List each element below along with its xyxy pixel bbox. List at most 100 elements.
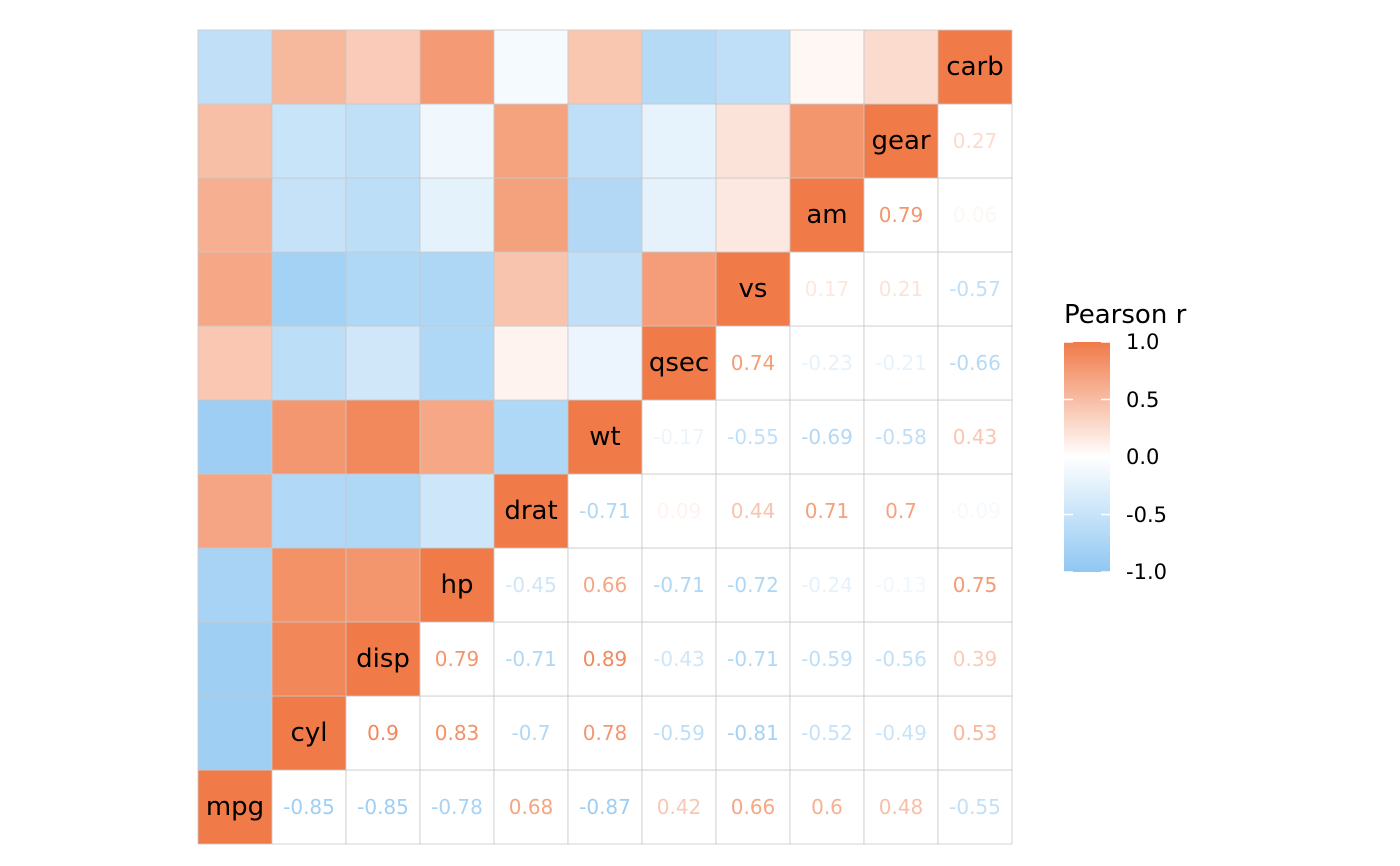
tile-carb-qsec xyxy=(641,29,717,105)
tile-wt-mpg xyxy=(197,399,273,475)
label-cell-vs-carb xyxy=(937,251,1013,327)
value-label-wt-qsec: -0.17 xyxy=(653,425,705,449)
tile-drat-cyl xyxy=(271,473,347,549)
value-label-mpg-drat: 0.68 xyxy=(509,795,554,819)
variable-label-qsec: qsec xyxy=(649,348,709,378)
variable-label-cyl: cyl xyxy=(291,718,328,748)
heatmap-tiles xyxy=(197,29,1013,845)
diagonal-tile-wt xyxy=(567,399,643,475)
diagonal-tile-cyl xyxy=(271,695,347,771)
label-cell-disp-wt xyxy=(567,621,643,697)
label-cell-qsec-vs xyxy=(715,325,791,401)
value-label-qsec-carb: -0.66 xyxy=(949,351,1001,375)
tile-drat-hp xyxy=(419,473,495,549)
tile-hp-cyl xyxy=(271,547,347,623)
tile-carb-wt xyxy=(567,29,643,105)
label-cell-mpg-gear xyxy=(863,769,939,845)
variable-label-carb: carb xyxy=(946,52,1003,82)
tile-gear-hp xyxy=(419,103,495,179)
label-cell-mpg-vs xyxy=(715,769,791,845)
tile-gear-vs xyxy=(715,103,791,179)
tile-carb-drat xyxy=(493,29,569,105)
tile-vs-cyl xyxy=(271,251,347,327)
label-cell-cyl-gear xyxy=(863,695,939,771)
variable-label-vs: vs xyxy=(739,274,768,304)
label-cell-drat-carb xyxy=(937,473,1013,549)
tile-qsec-mpg xyxy=(197,325,273,401)
label-cell-cyl-drat xyxy=(493,695,569,771)
label-cell-cyl-vs xyxy=(715,695,791,771)
value-label-am-gear: 0.79 xyxy=(879,203,924,227)
value-label-gear-carb: 0.27 xyxy=(953,129,998,153)
label-cell-disp-drat xyxy=(493,621,569,697)
diagonal-tile-drat xyxy=(493,473,569,549)
tile-carb-hp xyxy=(419,29,495,105)
value-label-vs-carb: -0.57 xyxy=(949,277,1001,301)
tile-vs-drat xyxy=(493,251,569,327)
label-cell-mpg-wt xyxy=(567,769,643,845)
tile-vs-hp xyxy=(419,251,495,327)
value-label-hp-carb: 0.75 xyxy=(953,573,998,597)
legend-title: Pearson r xyxy=(1064,300,1187,330)
value-label-hp-gear: -0.13 xyxy=(875,573,927,597)
label-cell-drat-gear xyxy=(863,473,939,549)
value-label-disp-carb: 0.39 xyxy=(953,647,998,671)
diagonal-tile-carb xyxy=(937,29,1013,105)
label-cell-hp-qsec xyxy=(641,547,717,623)
variable-label-mpg: mpg xyxy=(206,792,264,822)
value-label-mpg-vs: 0.66 xyxy=(731,795,776,819)
value-label-disp-qsec: -0.43 xyxy=(653,647,705,671)
value-label-qsec-gear: -0.21 xyxy=(875,351,927,375)
tile-wt-drat xyxy=(493,399,569,475)
tile-hp-mpg xyxy=(197,547,273,623)
diagonal-tile-mpg xyxy=(197,769,273,845)
value-label-cyl-am: -0.52 xyxy=(801,721,853,745)
value-label-cyl-carb: 0.53 xyxy=(953,721,998,745)
tile-vs-disp xyxy=(345,251,421,327)
value-label-disp-vs: -0.71 xyxy=(727,647,779,671)
label-cell-mpg-qsec xyxy=(641,769,717,845)
value-label-wt-gear: -0.58 xyxy=(875,425,927,449)
value-label-vs-am: 0.17 xyxy=(805,277,850,301)
value-label-mpg-hp: -0.78 xyxy=(431,795,483,819)
value-label-qsec-am: -0.23 xyxy=(801,351,853,375)
value-label-cyl-vs: -0.81 xyxy=(727,721,779,745)
label-cell-vs-am xyxy=(789,251,865,327)
label-cell-vs-gear xyxy=(863,251,939,327)
value-label-drat-gear: 0.7 xyxy=(885,499,917,523)
tile-am-vs xyxy=(715,177,791,253)
tile-carb-disp xyxy=(345,29,421,105)
value-label-hp-qsec: -0.71 xyxy=(653,573,705,597)
value-label-drat-vs: 0.44 xyxy=(731,499,776,523)
value-label-wt-vs: -0.55 xyxy=(727,425,779,449)
tile-disp-mpg xyxy=(197,621,273,697)
legend-tick-label: -1.0 xyxy=(1126,560,1167,584)
label-cell-wt-am xyxy=(789,399,865,475)
variable-label-drat: drat xyxy=(504,496,557,526)
label-cell-wt-qsec xyxy=(641,399,717,475)
value-label-wt-carb: 0.43 xyxy=(953,425,998,449)
label-cell-mpg-am xyxy=(789,769,865,845)
label-cell-am-gear xyxy=(863,177,939,253)
tile-hp-disp xyxy=(345,547,421,623)
value-label-wt-am: -0.69 xyxy=(801,425,853,449)
value-label-mpg-carb: -0.55 xyxy=(949,795,1001,819)
tile-vs-wt xyxy=(567,251,643,327)
value-label-drat-carb: -0.09 xyxy=(949,499,1001,523)
label-cell-hp-vs xyxy=(715,547,791,623)
label-cell-qsec-carb xyxy=(937,325,1013,401)
value-label-qsec-vs: 0.74 xyxy=(731,351,776,375)
variable-label-am: am xyxy=(806,200,847,230)
value-label-cyl-wt: 0.78 xyxy=(583,721,628,745)
value-label-mpg-cyl: -0.85 xyxy=(283,795,335,819)
label-cell-qsec-am xyxy=(789,325,865,401)
label-cell-gear-carb xyxy=(937,103,1013,179)
value-label-cyl-disp: 0.9 xyxy=(367,721,399,745)
value-label-disp-gear: -0.56 xyxy=(875,647,927,671)
diagonal-tile-am xyxy=(789,177,865,253)
label-cell-mpg-carb xyxy=(937,769,1013,845)
tile-qsec-disp xyxy=(345,325,421,401)
tile-gear-am xyxy=(789,103,865,179)
tile-wt-disp xyxy=(345,399,421,475)
